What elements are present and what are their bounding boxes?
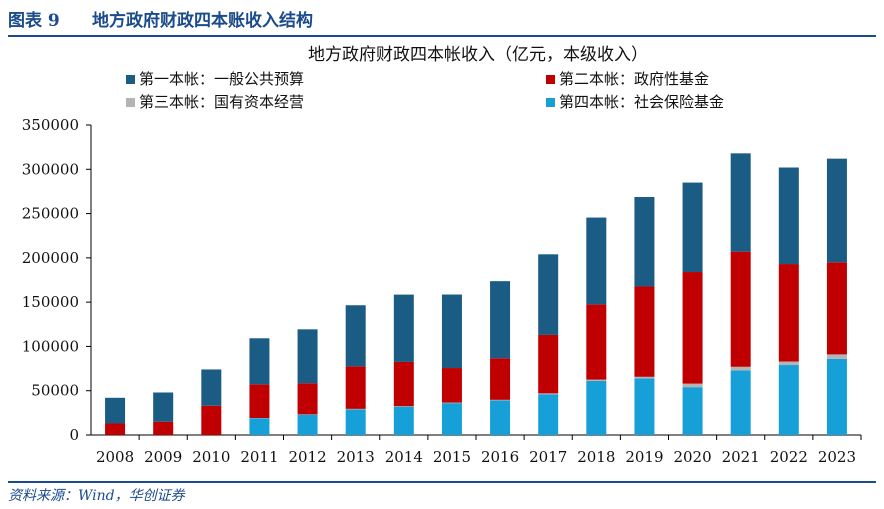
bar-segment — [826, 262, 847, 355]
x-tick-label: 2019 — [625, 448, 663, 466]
figure-number: 图表 9 — [8, 11, 60, 31]
bar-segment — [586, 379, 607, 381]
bar-segment — [778, 167, 799, 265]
bar-segment — [730, 153, 751, 252]
bar-segment — [682, 272, 703, 384]
legend-swatch — [546, 98, 555, 107]
legend-swatch — [126, 75, 135, 84]
y-tick-label: 300000 — [22, 160, 79, 178]
x-tick-label: 2022 — [770, 448, 808, 466]
bar-segment — [441, 294, 462, 369]
bar-segment — [393, 406, 414, 435]
x-tick-label: 2016 — [481, 448, 519, 466]
bar-segment — [490, 400, 511, 435]
bar-segment — [730, 251, 751, 367]
x-tick-label: 2020 — [673, 448, 711, 466]
x-tick-label: 2012 — [288, 448, 326, 466]
chart-bars — [105, 153, 847, 435]
bar-segment — [538, 254, 559, 335]
x-tick-label: 2015 — [433, 448, 471, 466]
bar-segment — [201, 405, 222, 435]
bar-segment — [538, 334, 559, 394]
y-tick-label: 200000 — [22, 249, 79, 267]
bar-segment — [538, 394, 559, 435]
bar-segment — [441, 402, 462, 404]
bar-segment — [778, 365, 799, 435]
bar-segment — [345, 366, 366, 409]
chart-axes: 0 50000 100000 150000 200000 250000 300000 3500… — [22, 116, 862, 466]
legend-label: 第二本帐：政府性基金 — [559, 70, 709, 88]
y-tick-label: 150000 — [22, 293, 79, 311]
y-tick-label: 250000 — [22, 205, 79, 223]
chart-title: 地方政府财政四本帐收入（亿元，本级收入） — [308, 45, 648, 65]
bar-segment — [586, 304, 607, 380]
bar-segment — [441, 403, 462, 435]
bar-segment — [682, 387, 703, 435]
source-note: 资料来源：Wind，华创证券 — [8, 488, 185, 504]
legend-label: 第四本帐：社会保险基金 — [559, 93, 724, 111]
x-tick-label: 2023 — [818, 448, 856, 466]
figure-header: 图表 9 地方政府财政四本账收入结构 — [0, 0, 884, 36]
x-tick-label: 2017 — [529, 448, 567, 466]
bar-segment — [682, 182, 703, 273]
bar-segment — [778, 264, 799, 362]
legend-label: 第三本帐：国有资本经营 — [139, 93, 304, 111]
y-tick-label: 0 — [69, 426, 79, 444]
stacked-bar-chart: 地方政府财政四本帐收入（亿元，本级收入） 第一本帐：一般公共预算 第二本帐：政府性… — [22, 45, 862, 466]
bar-segment — [682, 383, 703, 388]
bar-segment — [634, 376, 655, 379]
footer-rule — [8, 481, 876, 483]
figure-title: 地方政府财政四本账收入结构 — [92, 11, 313, 31]
bar-segment — [826, 358, 847, 435]
bar-segment — [249, 384, 270, 418]
legend-swatch — [546, 75, 555, 84]
x-tick-label: 2014 — [385, 448, 423, 466]
header-rule — [8, 35, 876, 37]
bar-segment — [634, 197, 655, 287]
bar-segment — [297, 383, 318, 415]
x-tick-label: 2021 — [722, 448, 760, 466]
bar-segment — [249, 338, 270, 385]
bar-segment — [201, 369, 222, 406]
x-tick-label: 2008 — [96, 448, 134, 466]
bar-segment — [538, 393, 559, 395]
bar-segment — [730, 370, 751, 435]
bar-segment — [634, 286, 655, 377]
bar-segment — [490, 399, 511, 401]
bar-segment — [297, 329, 318, 384]
bar-segment — [105, 423, 126, 435]
y-tick-label: 100000 — [22, 337, 79, 355]
x-tick-label: 2011 — [240, 448, 278, 466]
bar-segment — [586, 380, 607, 435]
bar-segment — [345, 305, 366, 367]
bar-segment — [153, 392, 174, 422]
bar-segment — [826, 354, 847, 359]
x-tick-label: 2013 — [337, 448, 375, 466]
bar-segment — [297, 414, 318, 435]
y-tick-label: 350000 — [22, 116, 79, 134]
y-tick-label: 50000 — [31, 382, 79, 400]
bar-segment — [441, 368, 462, 403]
bar-segment — [730, 366, 751, 371]
legend-swatch — [126, 98, 135, 107]
x-tick-label: 2009 — [144, 448, 182, 466]
bar-segment — [249, 418, 270, 435]
bar-segment — [490, 358, 511, 400]
bar-segment — [826, 158, 847, 263]
x-tick-label: 2010 — [192, 448, 230, 466]
bar-segment — [345, 409, 366, 435]
legend-label: 第一本帐：一般公共预算 — [139, 70, 304, 88]
bar-segment — [393, 361, 414, 407]
bar-segment — [490, 281, 511, 359]
bar-segment — [634, 378, 655, 435]
bar-segment — [586, 217, 607, 305]
bar-segment — [778, 361, 799, 366]
bar-segment — [153, 421, 174, 435]
x-tick-label: 2018 — [577, 448, 615, 466]
bar-segment — [105, 397, 126, 424]
bar-segment — [393, 294, 414, 362]
